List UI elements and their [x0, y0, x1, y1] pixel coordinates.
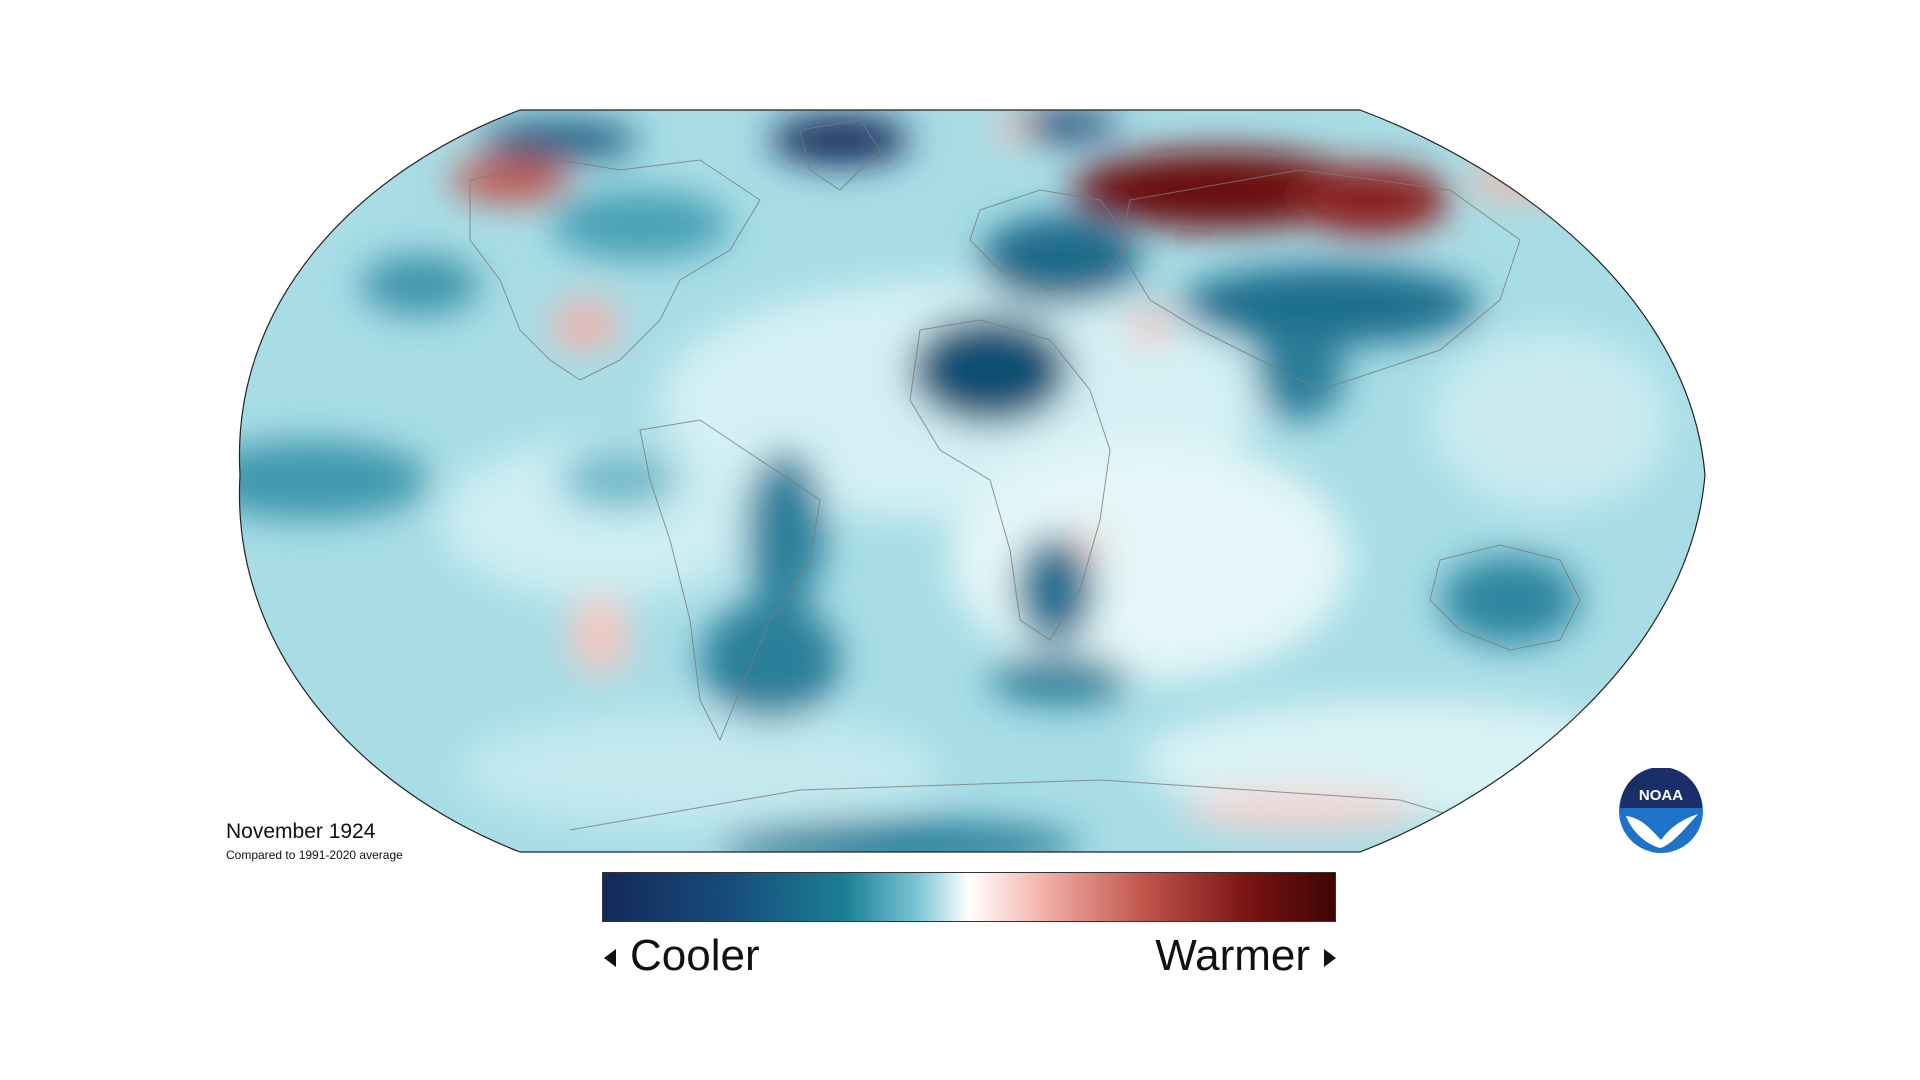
- map-title: November 1924: [226, 820, 376, 843]
- arrow-left-icon: [604, 949, 616, 968]
- arrow-right-icon: [1324, 949, 1336, 968]
- noaa-logo-text: NOAA: [1639, 787, 1683, 804]
- anomaly-field: [239, 110, 1705, 852]
- legend-cooler-label: Cooler: [630, 931, 760, 980]
- globe-border: [238, 109, 1706, 853]
- legend-cooler: Cooler: [604, 928, 760, 984]
- legend-warmer-label: Warmer: [1155, 931, 1310, 980]
- legend-warmer: Warmer: [1155, 928, 1336, 984]
- color-scale-bar: [602, 872, 1336, 922]
- map-subtitle: Compared to 1991-2020 average: [226, 848, 403, 862]
- coastlines: [469, 119, 1581, 831]
- noaa-logo-icon: NOAA: [1619, 768, 1703, 853]
